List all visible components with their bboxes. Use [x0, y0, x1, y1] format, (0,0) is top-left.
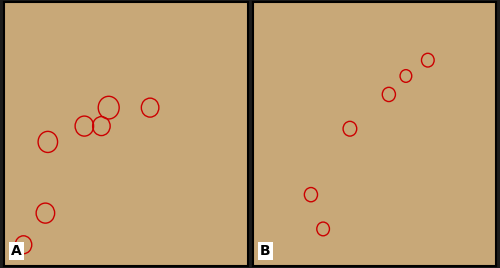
Text: B: B	[260, 244, 270, 258]
Text: A: A	[12, 244, 22, 258]
